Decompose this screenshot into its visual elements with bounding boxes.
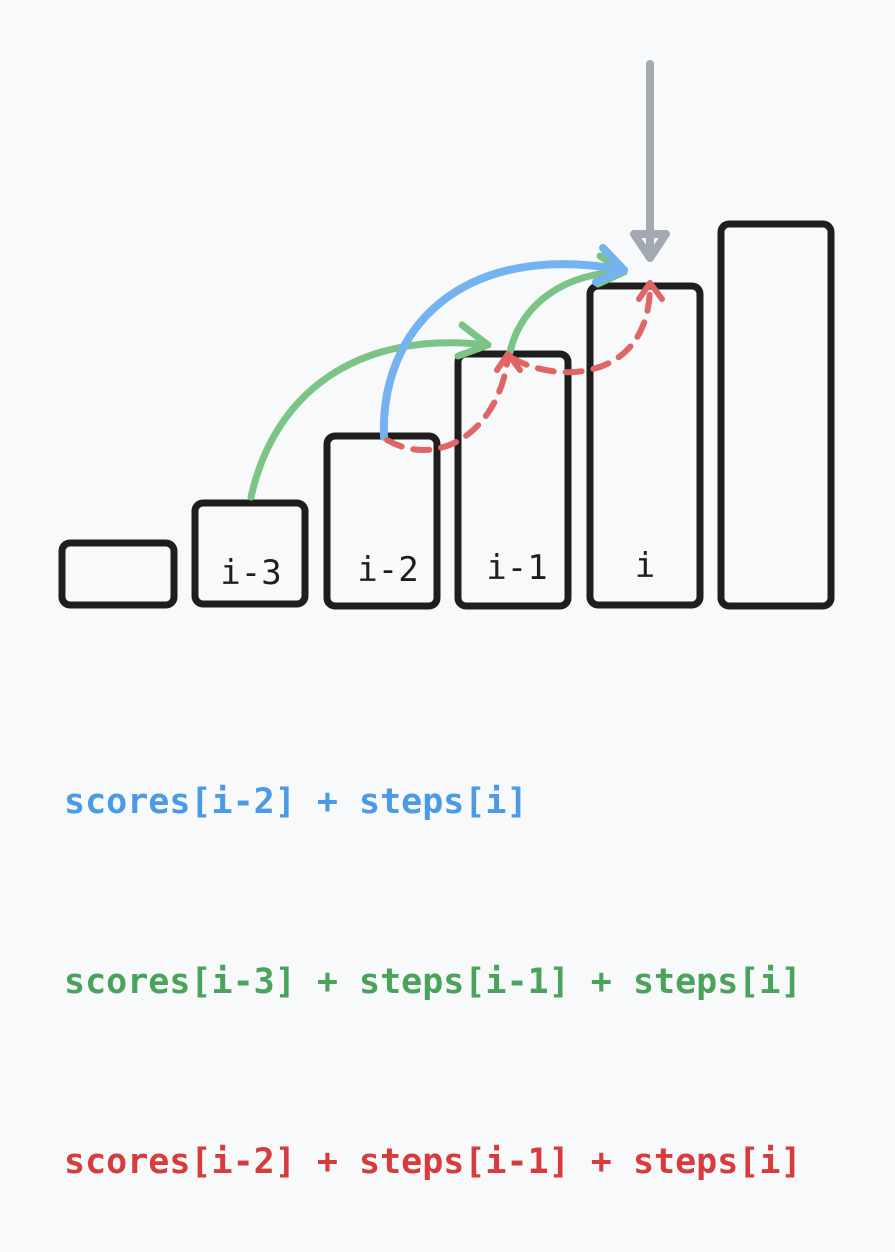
formula-red: scores[i-2] + steps[i-1] + steps[i] <box>64 1142 802 1182</box>
step-bar-5 <box>717 220 835 610</box>
step-bar-0 <box>58 539 178 609</box>
blue-arrow-head <box>592 244 628 286</box>
green-arrow-head-1 <box>454 321 492 360</box>
green-arrow-i3-to-i1 <box>247 339 492 501</box>
red-arrow-i1-to-i <box>509 282 653 376</box>
green-arrow-i1-to-i <box>506 268 628 356</box>
red-arrow-head-1 <box>494 351 523 373</box>
step-bar-i-3 <box>191 499 309 608</box>
stair-diagram: i-3 i-2 i-1 i <box>58 60 835 610</box>
bar-label-i: i <box>635 546 655 586</box>
bar-label-i-3: i-3 <box>220 553 281 593</box>
formula-list: scores[i-2] + steps[i] scores[i-3] + ste… <box>64 652 802 1252</box>
formula-blue: scores[i-2] + steps[i] <box>64 782 528 822</box>
pointer-arrow-head <box>630 230 670 262</box>
bar-label-i-2: i-2 <box>357 550 418 590</box>
blue-arrow-i2-to-i <box>379 260 628 441</box>
red-arrow-i2-to-i1 <box>384 353 511 453</box>
formula-green: scores[i-3] + steps[i-1] + steps[i] <box>64 962 802 1002</box>
bar-label-i-1: i-1 <box>486 548 547 588</box>
red-arrow-head-2 <box>636 280 665 302</box>
step-bar-i-1 <box>454 350 572 610</box>
